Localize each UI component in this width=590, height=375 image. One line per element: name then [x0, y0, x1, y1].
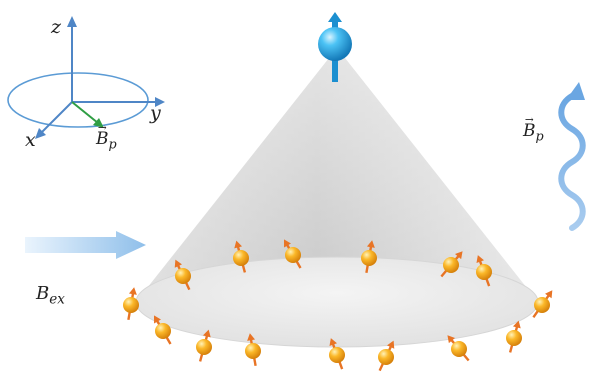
bath-spin [476, 255, 492, 287]
coordinate-axes [7, 16, 165, 139]
bath-spin [532, 290, 553, 318]
bath-spin [329, 338, 345, 370]
x-axis [39, 101, 73, 135]
wave-arrow-head [566, 82, 585, 100]
bath-spin [174, 259, 191, 291]
y-axis-label: y [150, 102, 161, 124]
bath-spin [361, 240, 377, 273]
central-spin-ball [318, 27, 352, 61]
z-axis-label: z [51, 16, 62, 38]
bp-axes-symbol: B [96, 123, 109, 148]
bath-spin [123, 287, 139, 320]
bath-spin [233, 240, 249, 273]
pulse-wave-arrow [558, 82, 586, 231]
bp-field-label: Bp [523, 115, 544, 145]
x-axis-label: x [25, 129, 36, 151]
bath-spin [245, 333, 261, 366]
bath-spin [284, 239, 302, 269]
bex-symbol: B [36, 283, 50, 304]
central-spin-arrow-up [328, 12, 342, 34]
bp-axes-label: Bp [96, 123, 117, 153]
bath-spin [506, 320, 522, 353]
z-axis-head [67, 16, 77, 27]
x-axis-head [35, 128, 46, 139]
bath-spins [123, 239, 553, 372]
bath-spin [447, 335, 470, 362]
spin-cone [135, 48, 539, 348]
bath-spin [196, 329, 212, 362]
central-spin-arrow-shaft [332, 58, 338, 82]
bath-spin [378, 340, 395, 372]
external-field-arrow [25, 231, 146, 259]
bex-label: Bex [36, 285, 65, 307]
y-axis-head [155, 97, 165, 107]
central-spin [318, 12, 352, 82]
bp-field-subscript: p [535, 129, 544, 145]
bex-subscript: ex [49, 291, 65, 308]
bath-spin [440, 251, 463, 278]
bp-vector [71, 101, 99, 124]
bp-axes-subscript: p [108, 137, 117, 153]
axes-orbit [7, 72, 149, 128]
bp-field-symbol: B [523, 115, 536, 140]
bath-spin [154, 315, 172, 345]
